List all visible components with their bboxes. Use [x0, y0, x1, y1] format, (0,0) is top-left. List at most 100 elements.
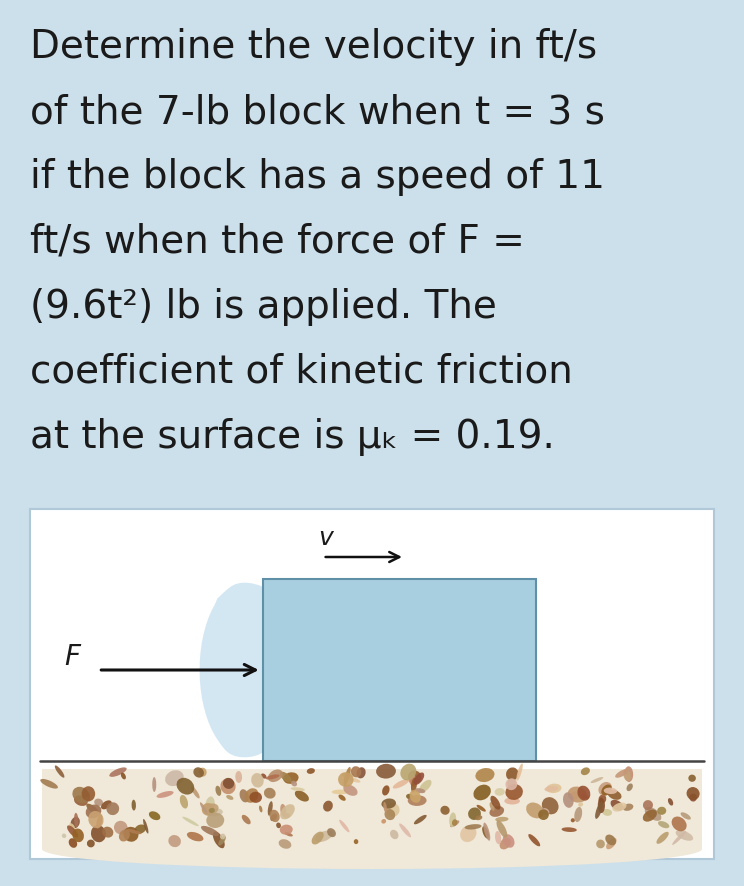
- Ellipse shape: [235, 771, 242, 783]
- Ellipse shape: [475, 768, 495, 782]
- Text: at the surface is μₖ = 0.19.: at the surface is μₖ = 0.19.: [30, 417, 555, 455]
- Ellipse shape: [283, 813, 290, 819]
- Ellipse shape: [245, 789, 258, 803]
- Ellipse shape: [475, 815, 482, 820]
- Ellipse shape: [452, 820, 458, 826]
- Ellipse shape: [516, 764, 523, 781]
- Ellipse shape: [68, 838, 77, 848]
- Ellipse shape: [376, 764, 396, 779]
- Ellipse shape: [226, 795, 234, 800]
- Ellipse shape: [484, 823, 490, 841]
- Ellipse shape: [132, 800, 136, 811]
- Ellipse shape: [408, 796, 426, 806]
- Ellipse shape: [390, 830, 399, 839]
- Ellipse shape: [581, 767, 590, 775]
- Ellipse shape: [339, 820, 350, 832]
- Ellipse shape: [220, 834, 225, 839]
- Ellipse shape: [101, 800, 112, 810]
- Ellipse shape: [259, 805, 263, 812]
- Ellipse shape: [295, 790, 309, 802]
- Ellipse shape: [315, 830, 333, 842]
- Text: if the block has a speed of 11: if the block has a speed of 11: [30, 158, 605, 196]
- Ellipse shape: [126, 829, 141, 835]
- Ellipse shape: [307, 768, 315, 774]
- Ellipse shape: [279, 839, 292, 849]
- Ellipse shape: [410, 790, 421, 803]
- Ellipse shape: [611, 800, 623, 811]
- Ellipse shape: [354, 839, 359, 844]
- Ellipse shape: [612, 803, 626, 812]
- Ellipse shape: [645, 807, 661, 821]
- Ellipse shape: [356, 767, 365, 779]
- Ellipse shape: [623, 769, 631, 781]
- Ellipse shape: [270, 813, 277, 821]
- Ellipse shape: [496, 820, 507, 838]
- Text: (9.6t²) lb is applied. The: (9.6t²) lb is applied. The: [30, 288, 497, 326]
- Ellipse shape: [209, 808, 215, 813]
- Ellipse shape: [89, 811, 103, 828]
- Ellipse shape: [382, 798, 396, 809]
- Ellipse shape: [280, 825, 292, 835]
- Ellipse shape: [266, 774, 280, 780]
- Ellipse shape: [91, 825, 106, 843]
- Bar: [263, 579, 536, 761]
- Ellipse shape: [280, 804, 286, 817]
- Ellipse shape: [165, 770, 184, 786]
- Ellipse shape: [495, 831, 501, 844]
- Text: ft/s when the force of F =: ft/s when the force of F =: [30, 222, 525, 260]
- Ellipse shape: [440, 806, 449, 815]
- Ellipse shape: [69, 823, 75, 830]
- Ellipse shape: [249, 792, 262, 803]
- Ellipse shape: [504, 797, 520, 804]
- Ellipse shape: [577, 786, 590, 801]
- Ellipse shape: [681, 812, 691, 820]
- Ellipse shape: [218, 836, 226, 845]
- Ellipse shape: [490, 802, 495, 811]
- Ellipse shape: [689, 794, 697, 802]
- Ellipse shape: [180, 795, 188, 809]
- Ellipse shape: [672, 817, 687, 831]
- Polygon shape: [199, 583, 304, 758]
- Ellipse shape: [168, 835, 181, 847]
- Ellipse shape: [393, 779, 409, 789]
- Ellipse shape: [420, 780, 432, 792]
- Ellipse shape: [216, 786, 221, 796]
- Text: coefficient of kinetic friction: coefficient of kinetic friction: [30, 353, 573, 391]
- Ellipse shape: [143, 819, 149, 834]
- Ellipse shape: [615, 769, 629, 778]
- Ellipse shape: [149, 812, 161, 820]
- Ellipse shape: [114, 820, 127, 835]
- Ellipse shape: [269, 810, 280, 822]
- Ellipse shape: [608, 789, 621, 800]
- Ellipse shape: [86, 804, 101, 819]
- Ellipse shape: [503, 835, 515, 848]
- Ellipse shape: [202, 804, 219, 815]
- Ellipse shape: [206, 812, 224, 828]
- Ellipse shape: [67, 826, 78, 837]
- Ellipse shape: [574, 807, 582, 822]
- Ellipse shape: [465, 824, 481, 829]
- Bar: [30, 509, 714, 859]
- Ellipse shape: [563, 792, 574, 808]
- Ellipse shape: [542, 797, 559, 814]
- Ellipse shape: [571, 819, 575, 822]
- Ellipse shape: [285, 832, 293, 836]
- Ellipse shape: [109, 767, 126, 777]
- Ellipse shape: [261, 773, 266, 779]
- Ellipse shape: [156, 791, 173, 798]
- Ellipse shape: [121, 773, 126, 780]
- Ellipse shape: [406, 794, 413, 799]
- Ellipse shape: [468, 807, 481, 820]
- Ellipse shape: [200, 803, 208, 814]
- Ellipse shape: [568, 787, 587, 803]
- Ellipse shape: [506, 767, 519, 781]
- Ellipse shape: [276, 822, 281, 828]
- Ellipse shape: [291, 788, 305, 791]
- Ellipse shape: [86, 804, 99, 814]
- Ellipse shape: [312, 832, 324, 844]
- Ellipse shape: [268, 770, 283, 782]
- Ellipse shape: [603, 788, 618, 794]
- Ellipse shape: [332, 789, 349, 795]
- Ellipse shape: [414, 773, 424, 785]
- Ellipse shape: [42, 829, 702, 869]
